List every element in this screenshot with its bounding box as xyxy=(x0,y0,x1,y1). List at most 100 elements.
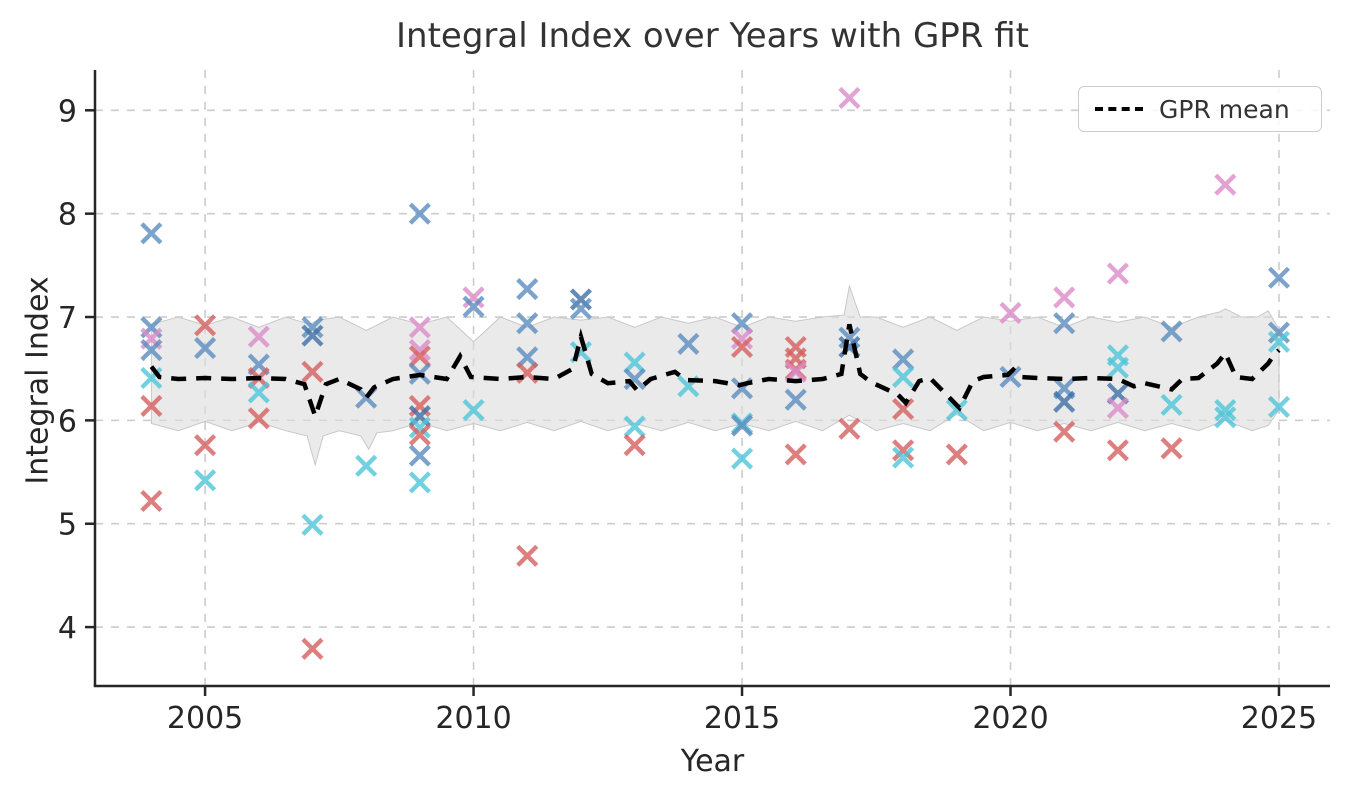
data-point-marker xyxy=(892,446,915,469)
legend: GPR mean xyxy=(1078,86,1322,132)
data-point-marker xyxy=(194,469,217,492)
data-point-marker xyxy=(408,444,431,467)
data-point-marker xyxy=(1106,356,1129,379)
data-point-marker xyxy=(945,443,968,466)
data-point-marker xyxy=(838,86,861,109)
data-point-marker xyxy=(1214,406,1237,429)
data-point-marker xyxy=(408,202,431,225)
data-point-marker xyxy=(355,454,378,477)
y-axis-label: Integral Index xyxy=(20,276,56,485)
data-point-marker xyxy=(730,447,754,470)
data-point-marker xyxy=(892,397,915,421)
data-point-marker xyxy=(301,324,324,347)
confidence-band-shape xyxy=(150,284,1280,467)
data-point-marker xyxy=(999,365,1022,389)
data-point-marker xyxy=(784,443,807,466)
data-point-marker xyxy=(408,423,431,446)
x-tick-label: 2015 xyxy=(704,701,780,736)
data-point-marker xyxy=(892,439,915,462)
data-point-marker xyxy=(408,316,431,339)
data-point-marker xyxy=(1267,330,1291,353)
data-point-marker xyxy=(1053,390,1076,413)
x-tick-label: 2025 xyxy=(1241,701,1317,736)
data-point-marker xyxy=(623,434,646,457)
data-point-marker xyxy=(408,345,431,368)
data-point-marker xyxy=(408,416,431,439)
data-point-marker xyxy=(194,314,217,337)
data-point-marker xyxy=(247,407,270,430)
tick-labels: 2005 2010 2015 2020 2025 4 5 6 7 8 9 xyxy=(58,94,1317,736)
data-point-marker xyxy=(301,513,324,536)
data-point-marker xyxy=(730,335,754,359)
data-point-marker xyxy=(247,381,270,404)
data-point-marker xyxy=(1106,439,1129,462)
data-point-marker xyxy=(1106,262,1129,285)
y-tick-label: 4 xyxy=(58,611,77,646)
data-point-marker xyxy=(140,489,163,513)
data-point-marker xyxy=(194,336,217,360)
data-point-marker xyxy=(784,360,807,383)
legend-dashed-line-icon xyxy=(1095,107,1143,111)
data-point-marker xyxy=(1160,437,1183,460)
y-tick-label: 6 xyxy=(58,404,77,439)
chart-title: Integral Index over Years with GPR fit xyxy=(396,16,1029,56)
data-point-marker xyxy=(730,327,754,350)
data-point-marker xyxy=(301,637,324,660)
data-point-marker xyxy=(408,471,431,494)
data-point-marker xyxy=(194,434,217,457)
data-point-marker xyxy=(945,398,968,422)
data-point-marker xyxy=(677,332,700,355)
data-point-marker xyxy=(784,388,807,411)
gpr-mean-line xyxy=(149,323,1281,424)
data-point-marker xyxy=(623,415,646,438)
data-point-marker xyxy=(1160,393,1183,416)
data-point-marker xyxy=(462,398,485,422)
data-point-marker xyxy=(1267,266,1291,289)
data-point-marker xyxy=(1053,286,1076,309)
data-point-marker xyxy=(1106,396,1129,420)
data-point-marker xyxy=(1214,173,1237,196)
data-point-marker xyxy=(999,301,1022,324)
data-point-marker xyxy=(462,286,485,309)
data-point-marker xyxy=(140,222,163,245)
data-point-marker xyxy=(623,351,646,374)
y-tick-label: 8 xyxy=(58,198,77,233)
scatter-points xyxy=(140,86,1291,660)
y-tick-label: 5 xyxy=(58,508,77,543)
data-point-marker xyxy=(730,414,754,437)
data-point-marker xyxy=(1053,420,1076,443)
data-point-marker xyxy=(1160,320,1183,343)
data-point-marker xyxy=(1214,398,1237,422)
data-point-marker xyxy=(1053,312,1076,335)
data-point-marker xyxy=(569,297,593,320)
data-point-marker xyxy=(838,417,861,440)
data-point-marker xyxy=(1267,321,1291,344)
axes-spines xyxy=(85,70,1330,696)
data-point-marker xyxy=(247,325,270,348)
data-point-marker xyxy=(301,316,324,339)
mean-line-path xyxy=(149,323,1281,424)
data-point-marker xyxy=(462,295,485,318)
x-tick-label: 2005 xyxy=(167,701,243,736)
data-point-marker xyxy=(892,348,915,371)
data-point-marker xyxy=(516,278,539,301)
data-point-marker xyxy=(301,360,324,383)
legend-label: GPR mean xyxy=(1159,94,1290,124)
x-tick-label: 2020 xyxy=(972,701,1048,736)
data-point-marker xyxy=(140,394,163,417)
y-tick-label: 9 xyxy=(58,94,77,129)
data-point-marker xyxy=(892,365,915,389)
data-point-marker xyxy=(623,367,646,391)
x-tick-label: 2010 xyxy=(435,701,511,736)
data-point-marker xyxy=(408,339,431,362)
data-point-marker xyxy=(569,288,593,311)
data-point-marker xyxy=(516,544,539,567)
gpr-confidence-band xyxy=(150,284,1280,467)
data-point-marker xyxy=(140,339,163,362)
data-point-marker xyxy=(516,312,539,335)
y-tick-label: 7 xyxy=(58,301,77,336)
data-point-marker xyxy=(1267,395,1291,418)
x-axis-label: Year xyxy=(680,744,745,779)
